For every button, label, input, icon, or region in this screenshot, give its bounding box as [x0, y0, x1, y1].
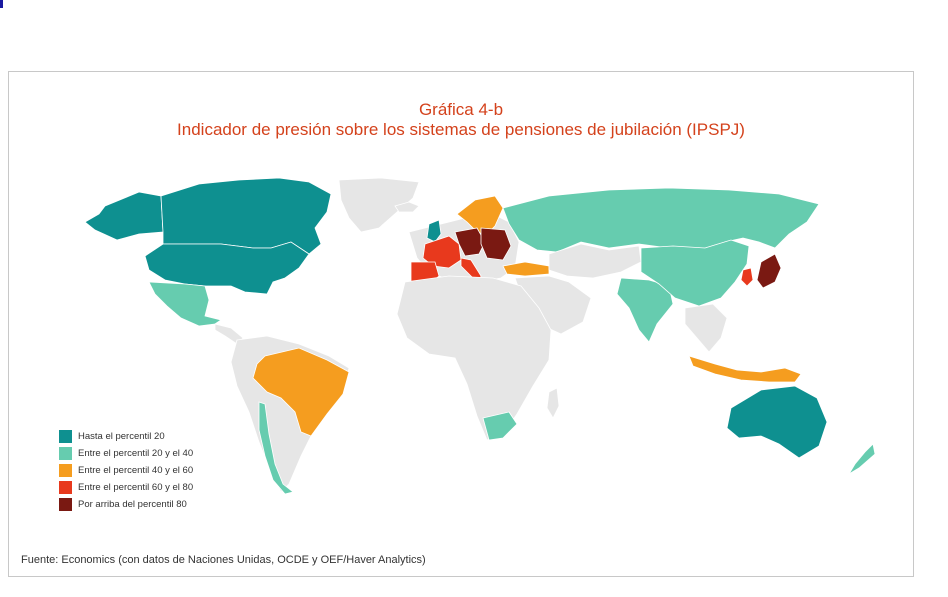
legend-label: Entre el percentil 40 y el 60	[78, 465, 194, 476]
source-note: Fuente: Economics (con datos de Naciones…	[21, 554, 426, 566]
region-alaska	[84, 191, 164, 241]
region-japan	[756, 253, 782, 289]
region-usa	[144, 241, 310, 295]
region-brazil	[252, 347, 350, 437]
legend-label: Por arriba del percentil 80	[78, 499, 187, 510]
legend-label: Entre el percentil 60 y el 80	[78, 482, 194, 493]
region-iceland	[394, 201, 420, 213]
region-australia	[726, 385, 828, 459]
legend-item: Entre el percentil 60 y el 80	[59, 479, 193, 496]
legend-swatch	[59, 481, 72, 494]
region-scandinavia	[456, 195, 504, 237]
region-canada	[160, 177, 332, 255]
corner-mark	[0, 0, 3, 8]
chart-subtitle: Indicador de presión sobre los sistemas …	[177, 120, 745, 139]
legend-label: Hasta el percentil 20	[78, 431, 165, 442]
region-africa	[396, 275, 552, 441]
legend-item: Entre el percentil 20 y el 40	[59, 445, 193, 462]
legend-item: Hasta el percentil 20	[59, 428, 193, 445]
region-east-europe	[480, 227, 512, 261]
region-china	[640, 239, 750, 307]
region-madagascar	[546, 387, 560, 419]
region-france	[422, 235, 462, 269]
chart-title: Gráfica 4-b	[418, 100, 504, 119]
legend-swatch	[59, 430, 72, 443]
region-korea	[740, 267, 754, 287]
region-chile	[258, 401, 294, 495]
region-south-africa	[482, 411, 518, 441]
legend-swatch	[59, 447, 72, 460]
region-russia	[502, 187, 820, 253]
region-greenland	[338, 177, 420, 233]
legend-item: Entre el percentil 40 y el 60	[59, 462, 193, 479]
region-germany	[454, 227, 486, 257]
chart-frame: Gráfica 4-b Indicador de presión sobre l…	[8, 71, 914, 577]
legend-swatch	[59, 498, 72, 511]
region-southeast-asia	[684, 303, 728, 353]
map-landmass	[84, 177, 876, 495]
legend: Hasta el percentil 20 Entre el percentil…	[59, 428, 193, 513]
world-map	[84, 177, 876, 495]
legend-swatch	[59, 464, 72, 477]
region-new-zealand	[848, 443, 876, 475]
region-indonesia	[688, 355, 802, 383]
region-turkey	[502, 261, 550, 277]
legend-label: Entre el percentil 20 y el 40	[78, 448, 194, 459]
region-central-asia	[548, 243, 642, 279]
legend-item: Por arriba del percentil 80	[59, 496, 193, 513]
region-mexico	[148, 281, 222, 327]
region-uk	[426, 219, 442, 243]
